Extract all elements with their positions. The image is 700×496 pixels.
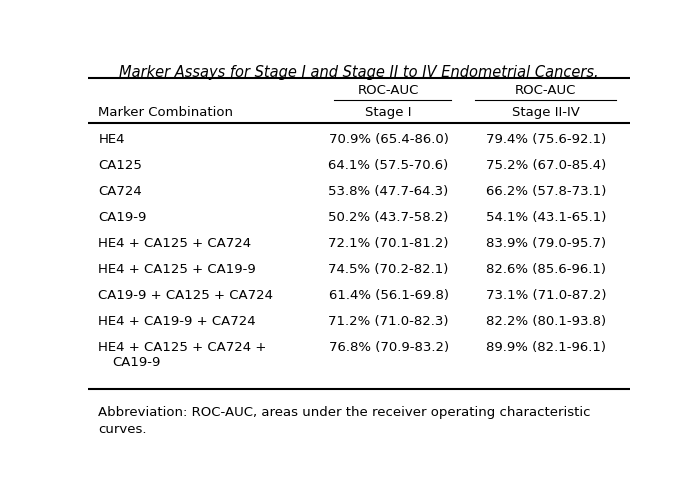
Text: 70.9% (65.4-86.0): 70.9% (65.4-86.0) [329,133,449,146]
Text: 53.8% (47.7-64.3): 53.8% (47.7-64.3) [328,185,449,198]
Text: 72.1% (70.1-81.2): 72.1% (70.1-81.2) [328,237,449,249]
Text: Marker Combination: Marker Combination [98,106,233,119]
Text: 89.9% (82.1-96.1): 89.9% (82.1-96.1) [486,341,606,354]
Text: 79.4% (75.6-92.1): 79.4% (75.6-92.1) [486,133,606,146]
Text: HE4: HE4 [98,133,125,146]
Text: 54.1% (43.1-65.1): 54.1% (43.1-65.1) [486,211,606,224]
Text: HE4 + CA19-9 + CA724: HE4 + CA19-9 + CA724 [98,314,256,328]
Text: 61.4% (56.1-69.8): 61.4% (56.1-69.8) [328,289,449,302]
Text: Stage II-IV: Stage II-IV [512,106,580,119]
Text: CA19-9 + CA125 + CA724: CA19-9 + CA125 + CA724 [98,289,273,302]
Text: CA19-9: CA19-9 [98,211,147,224]
Text: Marker Assays for Stage I and Stage II to IV Endometrial Cancers.: Marker Assays for Stage I and Stage II t… [119,65,598,80]
Text: 82.2% (80.1-93.8): 82.2% (80.1-93.8) [486,314,606,328]
Text: HE4 + CA125 + CA724 +: HE4 + CA125 + CA724 + [98,341,267,354]
Text: 71.2% (71.0-82.3): 71.2% (71.0-82.3) [328,314,449,328]
Text: HE4 + CA125 + CA724: HE4 + CA125 + CA724 [98,237,251,249]
Text: Stage I: Stage I [365,106,412,119]
Text: 64.1% (57.5-70.6): 64.1% (57.5-70.6) [328,159,449,172]
Text: ROC-AUC: ROC-AUC [515,84,577,97]
Text: 82.6% (85.6-96.1): 82.6% (85.6-96.1) [486,263,606,276]
Text: CA19-9: CA19-9 [112,356,160,369]
Text: CA724: CA724 [98,185,142,198]
Text: 83.9% (79.0-95.7): 83.9% (79.0-95.7) [486,237,606,249]
Text: 75.2% (67.0-85.4): 75.2% (67.0-85.4) [486,159,606,172]
Text: CA125: CA125 [98,159,142,172]
Text: 73.1% (71.0-87.2): 73.1% (71.0-87.2) [486,289,606,302]
Text: HE4 + CA125 + CA19-9: HE4 + CA125 + CA19-9 [98,263,256,276]
Text: 50.2% (43.7-58.2): 50.2% (43.7-58.2) [328,211,449,224]
Text: 74.5% (70.2-82.1): 74.5% (70.2-82.1) [328,263,449,276]
Text: 76.8% (70.9-83.2): 76.8% (70.9-83.2) [328,341,449,354]
Text: Abbreviation: ROC-AUC, areas under the receiver operating characteristic
curves.: Abbreviation: ROC-AUC, areas under the r… [98,406,591,436]
Text: 66.2% (57.8-73.1): 66.2% (57.8-73.1) [486,185,606,198]
Text: ROC-AUC: ROC-AUC [358,84,419,97]
